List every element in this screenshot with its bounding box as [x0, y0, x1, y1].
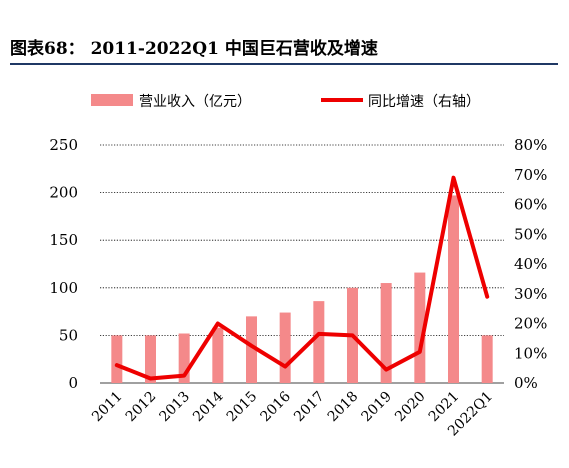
x-tick-label: 2017 — [291, 389, 328, 426]
x-tick-label: 2016 — [257, 388, 294, 425]
title-rule — [10, 63, 558, 65]
bar — [212, 327, 224, 383]
growth-line — [114, 175, 490, 381]
right-tick-label: 0% — [514, 374, 538, 392]
left-tick-label: 50 — [59, 326, 78, 344]
left-tick-label: 250 — [49, 136, 78, 154]
legend-bar-swatch — [91, 94, 133, 106]
right-tick-label: 80% — [514, 136, 547, 154]
x-tick-label: 2020 — [392, 389, 429, 426]
bar — [246, 316, 257, 383]
bar — [313, 301, 325, 383]
right-tick-label: 10% — [514, 344, 547, 362]
left-tick-label: 150 — [49, 231, 78, 249]
right-tick-label: 20% — [514, 315, 547, 333]
line-series — [114, 175, 490, 381]
bar — [448, 195, 459, 383]
bar — [414, 272, 426, 383]
x-tick-label: 2018 — [325, 389, 362, 426]
x-tick-label: 2015 — [224, 389, 261, 426]
bar — [111, 335, 123, 383]
x-axis-tick-labels: 2011201220132014201520162017201820192020… — [89, 388, 496, 439]
right-axis-tick-labels: 0% 10% 20% 30% 40% 50% 60% 70% 80% — [514, 136, 547, 392]
legend-line-label: 同比增速（右轴） — [368, 94, 480, 110]
left-tick-label: 200 — [49, 184, 78, 202]
x-tick-label: 2013 — [156, 389, 193, 426]
right-tick-label: 40% — [514, 255, 547, 273]
right-tick-label: 70% — [514, 166, 547, 184]
gridlines — [100, 144, 504, 384]
bar-series — [111, 195, 493, 383]
legend: 营业收入（亿元） 同比增速（右轴） — [91, 94, 480, 110]
bar — [481, 335, 493, 383]
bar — [279, 312, 291, 383]
right-tick-label: 30% — [514, 285, 547, 303]
left-tick-label: 0 — [68, 374, 78, 392]
right-tick-label: 50% — [514, 225, 547, 243]
left-tick-label: 100 — [49, 279, 78, 297]
left-axis-tick-labels: 0 50 100 150 200 250 — [49, 136, 78, 392]
bar — [178, 333, 190, 383]
legend-bar-label: 营业收入（亿元） — [139, 94, 251, 110]
x-tick-label: 2014 — [190, 388, 227, 425]
x-tick-label: 2011 — [89, 389, 126, 426]
x-tick-label: 2019 — [358, 389, 395, 426]
bar — [380, 283, 392, 383]
bar — [145, 335, 156, 383]
figure-title: 图表68： 2011-2022Q1 中国巨石营收及增速 — [10, 39, 378, 59]
x-tick-label: 2012 — [123, 389, 160, 426]
right-tick-label: 60% — [514, 196, 547, 214]
